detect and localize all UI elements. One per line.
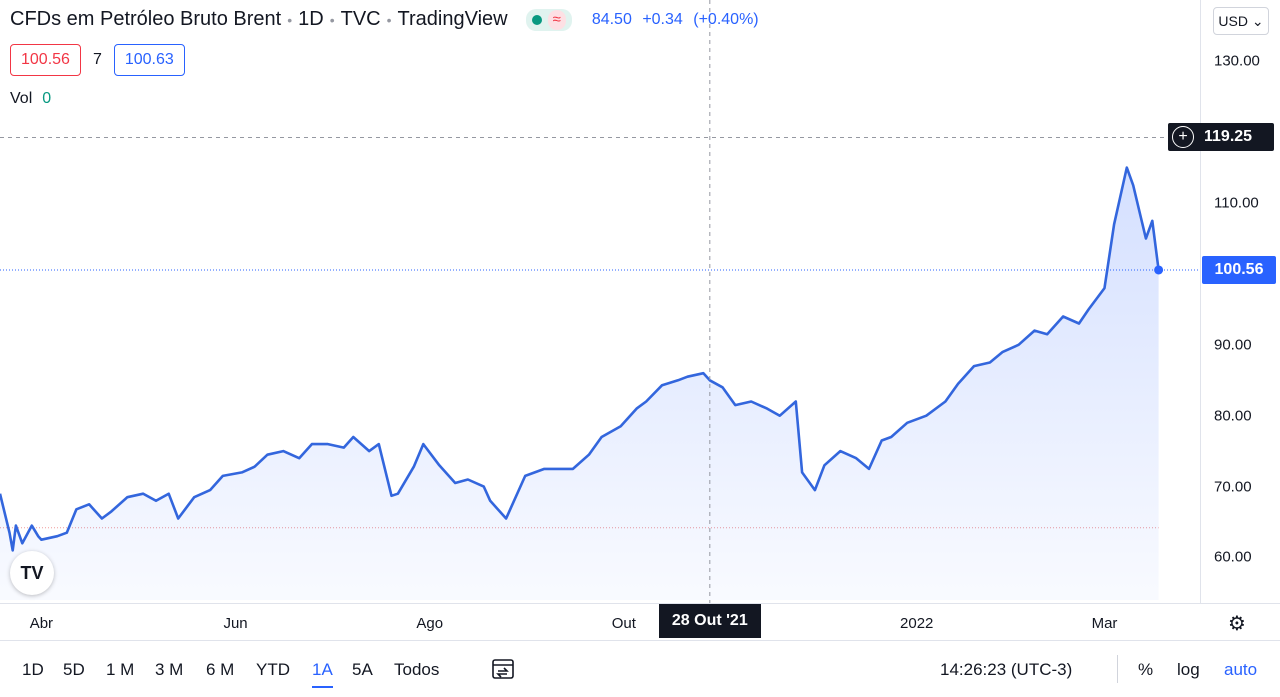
range-button-1m[interactable]: 1 M	[106, 660, 135, 679]
range-button-5a[interactable]: 5A	[352, 660, 373, 679]
currency-label: USD	[1218, 13, 1248, 29]
gear-icon[interactable]: ⚙	[1228, 613, 1246, 635]
price-tick-label: 60.00	[1214, 548, 1252, 566]
currency-selector[interactable]: USD ⌄	[1213, 7, 1269, 35]
delayed-data-icon: ≈	[547, 9, 566, 30]
percent-scale-toggle[interactable]: %	[1138, 660, 1154, 679]
legend-quote: 84.50 +0.34 (+0.40%)	[592, 11, 765, 29]
legend-change-pct: (+0.40%)	[693, 10, 759, 28]
price-axis[interactable]	[1200, 0, 1280, 603]
price-tick-label: 70.00	[1214, 478, 1252, 496]
market-status-badge[interactable]: ≈	[525, 8, 572, 31]
toolbar-divider	[1117, 655, 1118, 683]
clock-timezone[interactable]: 14:26:23 (UTC-3)	[940, 660, 1073, 679]
separator-dot: •	[386, 11, 392, 28]
range-button-1d[interactable]: 1D	[22, 660, 44, 679]
time-tick-label: Jun	[223, 615, 248, 632]
spread-value: 7	[92, 51, 102, 68]
market-open-icon	[531, 14, 542, 25]
tradingview-logo-icon[interactable]: TV	[10, 551, 54, 595]
time-axis[interactable]: Abr Jun Ago Out 2022 Mar 28 Out '21 ⚙	[0, 603, 1280, 641]
time-tick-label: Abr	[29, 615, 54, 632]
sell-price-button[interactable]: 100.56	[10, 44, 81, 76]
time-tick-label: Out	[611, 615, 636, 632]
brand-label: TradingView	[397, 8, 508, 30]
price-line	[0, 166, 1160, 552]
range-button-6m[interactable]: 6 M	[206, 660, 235, 679]
buy-price-button[interactable]: 100.63	[113, 44, 185, 76]
price-area-fill	[0, 167, 1159, 600]
date-range-icon[interactable]	[490, 657, 516, 681]
auto-scale-toggle[interactable]: auto	[1224, 660, 1258, 679]
time-tick-label: Ago	[416, 615, 444, 632]
price-tick-label: 90.00	[1214, 336, 1252, 354]
bottom-toolbar: 1D 5D 1 M 3 M 6 M YTD 1A 5A Todos 14:26:23 (UTC-…	[0, 641, 1280, 697]
range-button-5d[interactable]: 5D	[63, 660, 85, 679]
time-tick-label: Mar	[1091, 615, 1118, 632]
log-scale-toggle[interactable]: log	[1177, 660, 1200, 679]
source-label: TVC	[340, 8, 381, 30]
symbol-title[interactable]: CFDs em Petróleo Bruto Brent	[10, 8, 282, 30]
price-tick-label: 80.00	[1214, 407, 1252, 425]
range-button-ytd[interactable]: YTD	[256, 660, 290, 679]
bid-ask-row: 100.56 7 100.63	[10, 44, 185, 76]
crosshair-date-label: 28 Out '21	[658, 604, 761, 638]
range-button-1a[interactable]: 1A	[312, 660, 333, 688]
crosshair-price-label[interactable]: + 119.25	[1168, 123, 1274, 152]
volume-value: 0	[42, 90, 52, 107]
add-alert-plus-icon[interactable]: +	[1172, 126, 1194, 149]
crosshair-price-value: 119.25	[1204, 128, 1253, 146]
volume-label: Vol	[10, 90, 33, 107]
price-tick-label: 110.00	[1214, 194, 1259, 212]
interval-label[interactable]: 1D	[298, 8, 324, 30]
legend-change: +0.34	[642, 10, 683, 28]
price-tick-label: 130.00	[1214, 52, 1260, 70]
range-button-3m[interactable]: 3 M	[155, 660, 184, 679]
range-button-todos[interactable]: Todos	[394, 660, 440, 679]
chart-legend: CFDs em Petróleo Bruto Brent • 1D • TVC …	[10, 8, 765, 31]
separator-dot: •	[287, 11, 293, 28]
price-chart[interactable]	[0, 0, 1200, 603]
volume-legend: Vol 0	[10, 90, 51, 108]
legend-price: 84.50	[591, 10, 632, 28]
time-tick-label: 2022	[900, 615, 934, 632]
last-price-point	[1154, 265, 1164, 275]
separator-dot: •	[329, 11, 335, 28]
last-price-label: 100.56	[1202, 255, 1276, 284]
